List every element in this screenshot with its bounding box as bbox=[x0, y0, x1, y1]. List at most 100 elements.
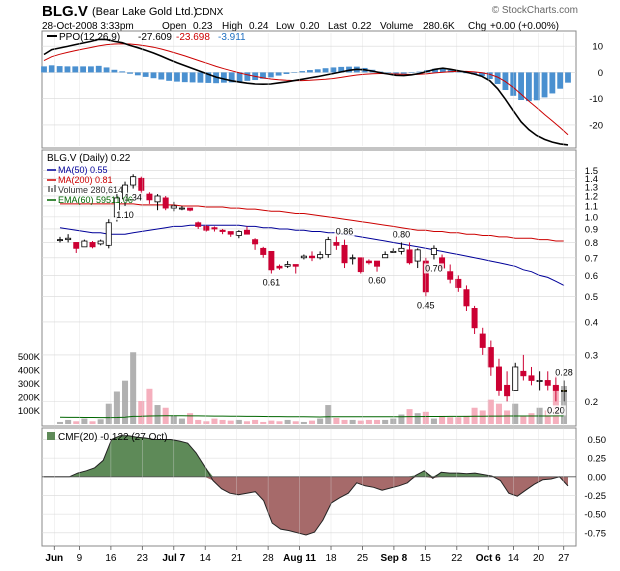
candle-body bbox=[349, 257, 356, 260]
volume-bar bbox=[187, 413, 194, 424]
candle-body bbox=[138, 177, 145, 191]
ma50-legend: MA(50) 0.55 bbox=[58, 165, 108, 175]
candle-body bbox=[382, 254, 389, 259]
price-tick-label: 0.3 bbox=[585, 350, 598, 361]
price-tick-label: 0.8 bbox=[585, 238, 598, 249]
ppo-hist-bar bbox=[408, 72, 415, 73]
ppo-signal-line bbox=[43, 43, 569, 136]
ppo-hist-bar bbox=[299, 71, 306, 73]
ppo-hist-bar bbox=[158, 72, 165, 80]
price-annotation: 1.34 bbox=[124, 193, 142, 203]
candle-body bbox=[487, 347, 494, 368]
price-tick-label: 1.1 bbox=[585, 201, 598, 212]
volume-bar bbox=[276, 421, 283, 424]
ppo-hist-bar bbox=[455, 71, 462, 73]
cmf-tick-label: 0.50 bbox=[588, 435, 607, 446]
ppo-hist-bar bbox=[565, 72, 571, 83]
price-annotation-bg bbox=[115, 209, 136, 220]
ppo-hist-bar bbox=[549, 72, 556, 94]
volume-bar bbox=[219, 419, 226, 424]
ppo-hist-bar bbox=[275, 72, 282, 76]
candle-body bbox=[495, 366, 502, 391]
chg-value: +0.00 (+0.00%) bbox=[490, 21, 559, 32]
volume-tick-label: 400K bbox=[18, 365, 41, 376]
candle-body bbox=[211, 227, 218, 230]
cmf-tick-label: -0.25 bbox=[584, 491, 606, 502]
cmf-tick-label: -0.50 bbox=[584, 510, 606, 521]
volume-bar bbox=[154, 405, 161, 424]
cmf-tick-label: 0.00 bbox=[588, 472, 607, 483]
volume-bar bbox=[495, 403, 502, 424]
volume-bar bbox=[243, 421, 250, 424]
candle-body bbox=[430, 247, 437, 255]
price-annotation-bg bbox=[415, 300, 436, 311]
volume-bar bbox=[97, 419, 104, 424]
volume-bar bbox=[284, 419, 291, 424]
x-tick-label: Sep 8 bbox=[381, 553, 408, 564]
ppo-hist-bar bbox=[48, 65, 55, 73]
candle-body bbox=[422, 260, 429, 293]
price-tick-label: 0.4 bbox=[585, 317, 598, 328]
volume-bar bbox=[130, 352, 137, 424]
volume-bar bbox=[528, 413, 535, 424]
candle-body bbox=[276, 265, 283, 269]
price-annotation: 0.70 bbox=[425, 263, 443, 273]
candle-body bbox=[203, 226, 210, 231]
volume-bar bbox=[333, 417, 340, 424]
volume-bar bbox=[357, 420, 364, 424]
candle-body bbox=[317, 254, 324, 259]
price-annotation-bg bbox=[554, 367, 574, 378]
candle-body bbox=[333, 242, 340, 246]
volume-bar bbox=[349, 419, 356, 424]
volume-bar bbox=[398, 414, 405, 424]
ppo-hist-bar bbox=[150, 72, 157, 79]
last-value: 0.22 bbox=[352, 21, 372, 32]
ppo-layer: 10 0 -10 -20 bbox=[41, 38, 603, 146]
company-name: (Bear Lake Gold Ltd.) bbox=[92, 6, 197, 18]
watermark: © StockCharts.com bbox=[492, 5, 578, 16]
ppo-hist-bar bbox=[80, 66, 87, 73]
open-value: 0.23 bbox=[193, 21, 213, 32]
volume-bar bbox=[520, 415, 527, 424]
ppo-hist-bar bbox=[385, 72, 392, 73]
volume-bar bbox=[227, 420, 234, 424]
candle-body bbox=[154, 195, 161, 203]
ppo-hist-bar bbox=[166, 72, 173, 81]
chg-label: Chg bbox=[468, 21, 486, 32]
ppo-hist-bar bbox=[306, 70, 313, 73]
ppo-hist-bar bbox=[494, 72, 501, 84]
x-tick-label: 22 bbox=[451, 553, 463, 564]
price-annotation: 0.60 bbox=[368, 276, 386, 286]
x-tick-label: 14 bbox=[200, 553, 212, 564]
volume-bar bbox=[146, 388, 153, 424]
x-tick-label: 14 bbox=[508, 553, 520, 564]
ppo-hist-bar bbox=[72, 66, 79, 73]
volume-bar bbox=[178, 418, 185, 424]
ppo-hist-bar bbox=[432, 68, 438, 73]
volume-bar bbox=[463, 415, 470, 424]
x-tick-label: Oct 6 bbox=[476, 553, 501, 564]
volume-bar bbox=[260, 421, 267, 424]
candle-body bbox=[105, 222, 112, 246]
x-tick-label: 27 bbox=[558, 553, 570, 564]
ppo-hist-bar bbox=[283, 72, 290, 74]
ppo-hist-bar bbox=[134, 72, 141, 76]
quote-date: 28-Oct-2008 3:33pm bbox=[42, 21, 134, 32]
volume-bar bbox=[341, 419, 348, 424]
volume-bar bbox=[374, 419, 381, 424]
ppo-panel bbox=[41, 30, 577, 149]
axis-layer: Jun 9 16 23 Jul 7 14 21 28 Aug 11 18 25 Sep 8 15 22 Oc… bbox=[45, 33, 570, 564]
x-tick-label: Jun bbox=[45, 553, 63, 564]
price-annotation-bg bbox=[123, 192, 144, 203]
ppo-tick-label: -10 bbox=[589, 94, 603, 105]
price-tick-label: 1.5 bbox=[585, 166, 598, 177]
ppo-hist-bar bbox=[119, 71, 126, 73]
candle-body bbox=[89, 242, 96, 248]
candle-body bbox=[406, 249, 413, 264]
ppo-tick-label: -20 bbox=[589, 120, 603, 131]
price-tick-label: 1.0 bbox=[585, 212, 598, 223]
x-tick-label: 18 bbox=[325, 553, 337, 564]
volume-bar bbox=[560, 386, 568, 424]
exchange-name: CDNX bbox=[195, 7, 224, 18]
volume-bar bbox=[81, 418, 88, 424]
